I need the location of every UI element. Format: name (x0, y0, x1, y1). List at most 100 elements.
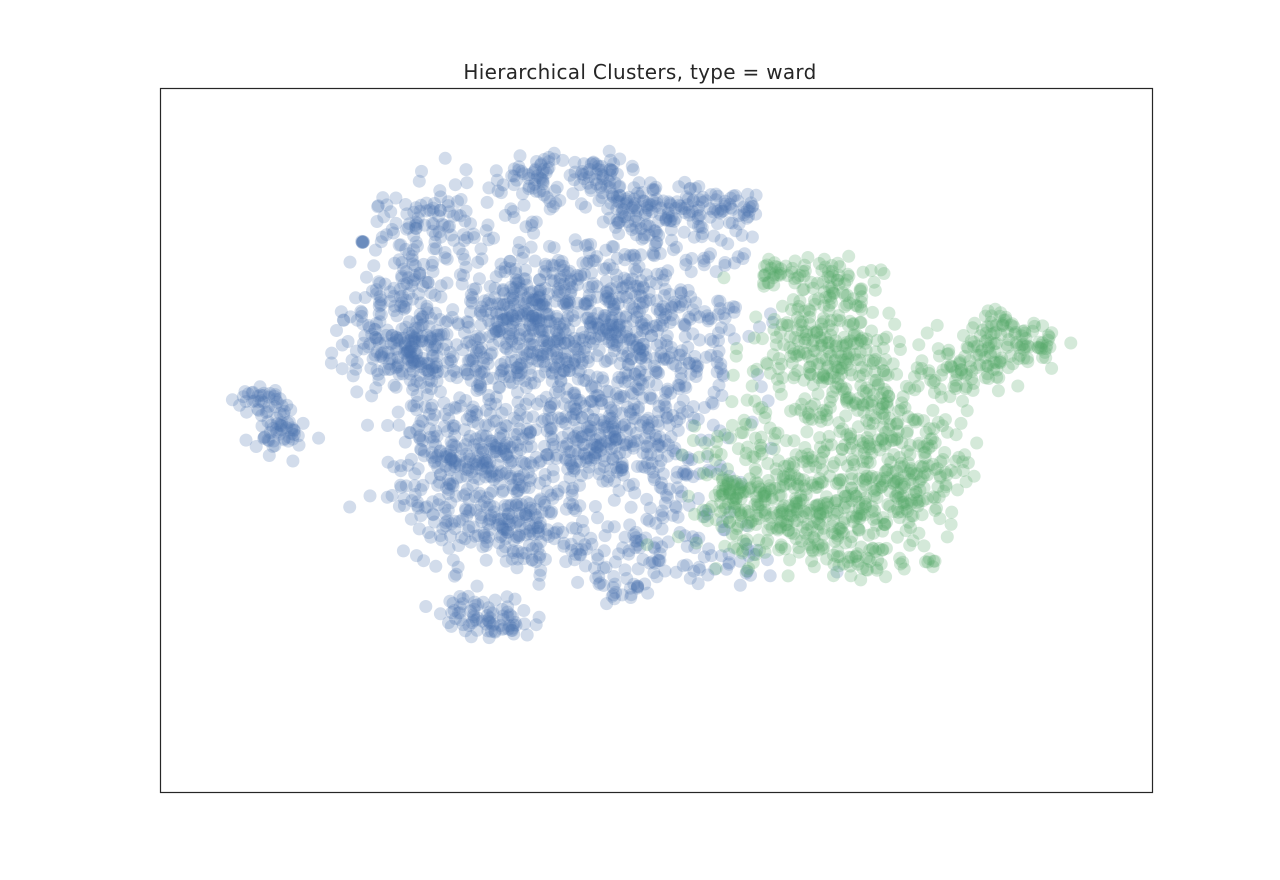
data-point (608, 577, 622, 591)
data-point (432, 225, 446, 239)
data-point (836, 422, 850, 436)
data-point (807, 560, 821, 574)
data-point (666, 357, 680, 371)
data-point (666, 444, 680, 458)
data-point (566, 498, 580, 512)
data-point (282, 430, 296, 444)
data-point (418, 363, 432, 376)
data-point (771, 454, 785, 468)
data-point (582, 254, 596, 268)
data-point (737, 208, 751, 222)
data-point (410, 403, 424, 417)
data-point (682, 310, 696, 324)
data-point (726, 189, 740, 203)
data-point (666, 409, 680, 422)
data-point (539, 448, 553, 462)
data-point (741, 542, 755, 556)
data-point (616, 349, 629, 363)
data-point (533, 520, 547, 533)
data-point (451, 560, 465, 574)
data-point (657, 353, 671, 366)
data-point (450, 208, 464, 222)
data-point (573, 455, 587, 469)
data-point (599, 285, 613, 299)
data-point (716, 367, 730, 381)
data-point (656, 194, 670, 208)
data-point (557, 536, 571, 550)
data-point (421, 364, 435, 378)
data-point (433, 184, 447, 198)
data-point (577, 345, 591, 359)
data-point (685, 453, 699, 466)
data-point (772, 543, 786, 557)
data-point (408, 355, 422, 369)
data-point (584, 184, 598, 197)
data-point (641, 411, 655, 425)
data-point (401, 351, 414, 365)
data-point (678, 379, 692, 393)
data-point (749, 207, 763, 221)
data-point (623, 276, 637, 290)
data-point (480, 491, 494, 505)
data-point (751, 480, 765, 494)
data-point (273, 418, 287, 432)
data-point (643, 388, 657, 402)
data-point (640, 447, 654, 461)
data-point (595, 397, 609, 411)
data-point (522, 179, 536, 193)
data-point (675, 406, 689, 420)
data-point (450, 338, 464, 352)
data-point (545, 421, 559, 435)
data-point (580, 166, 594, 180)
data-point (533, 289, 547, 303)
data-point (716, 204, 730, 218)
data-point (475, 300, 489, 314)
data-point (460, 413, 474, 426)
data-point (652, 438, 666, 452)
data-point (251, 389, 265, 403)
data-point (391, 351, 405, 364)
data-point (563, 168, 577, 182)
data-point (708, 562, 722, 576)
data-point (456, 228, 470, 242)
data-point (835, 473, 849, 486)
data-point (619, 310, 633, 324)
data-point (635, 232, 649, 246)
data-point (525, 219, 539, 232)
data-point (287, 428, 301, 441)
data-point (767, 323, 781, 337)
data-point (702, 503, 716, 517)
data-point (607, 297, 621, 311)
data-point (523, 426, 537, 440)
data-point (427, 515, 441, 529)
data-point (628, 214, 642, 228)
data-point (628, 541, 642, 555)
data-point (616, 290, 630, 304)
data-point (495, 322, 509, 336)
data-point (840, 392, 853, 406)
data-point (496, 283, 510, 296)
data-point (479, 224, 493, 238)
data-point (608, 422, 622, 436)
data-point (574, 268, 588, 282)
data-point (566, 309, 580, 323)
data-point (787, 468, 801, 482)
data-point (730, 342, 744, 355)
data-point (461, 433, 475, 447)
data-point (490, 438, 503, 452)
data-point (488, 291, 502, 305)
data-point (428, 360, 442, 374)
data-point (540, 347, 554, 361)
data-point (471, 529, 485, 542)
data-point (554, 373, 568, 387)
data-point (495, 528, 509, 542)
data-point (500, 336, 514, 350)
plot-background (160, 88, 1152, 792)
data-point (573, 547, 587, 561)
data-point (546, 470, 560, 484)
data-point (538, 468, 552, 481)
data-point (473, 382, 487, 396)
data-point (508, 615, 522, 629)
data-point (675, 448, 689, 462)
